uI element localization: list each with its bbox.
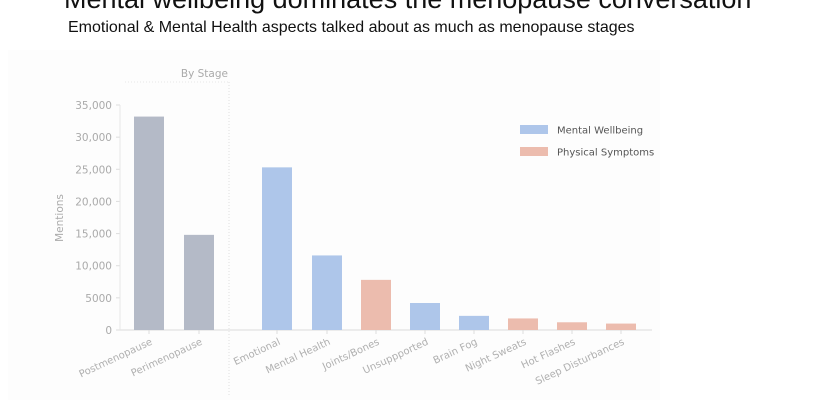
x-tick-label: Sleep Disturbances <box>534 337 626 388</box>
y-tick-label: 25,000 <box>75 164 112 176</box>
y-tick-label: 20,000 <box>75 196 112 208</box>
bar-unsuppported <box>410 303 440 330</box>
y-tick-label: 35,000 <box>75 100 112 112</box>
group-label: By Stage <box>181 68 228 80</box>
legend-label: Physical Symptoms <box>557 148 654 159</box>
chart-panel <box>8 50 660 400</box>
legend-swatch <box>520 147 548 156</box>
bar-emotional <box>262 167 292 330</box>
bar-joints-bones <box>361 279 391 330</box>
bar-night-sweats <box>508 318 538 330</box>
y-tick-label: 15,000 <box>75 229 112 241</box>
chart-title: Mental wellbeing dominates the menopause… <box>64 0 751 15</box>
bar-postmenopause <box>134 116 164 330</box>
y-tick-label: 30,000 <box>75 132 112 144</box>
legend-swatch <box>520 125 548 134</box>
bar-brain-fog <box>459 315 489 330</box>
y-axis-label: Mentions <box>54 194 66 242</box>
y-tick-label: 0 <box>105 325 112 337</box>
y-tick-label: 10,000 <box>75 261 112 273</box>
legend-label: Mental Wellbeing <box>557 126 643 137</box>
bar-mental-health <box>312 255 342 330</box>
bar-hot-flashes <box>557 322 587 330</box>
bar-perimenopause <box>184 234 214 330</box>
y-tick-label: 5000 <box>85 293 112 305</box>
bar-sleep-disturbances <box>606 323 636 330</box>
chart-subtitle: Emotional & Mental Health aspects talked… <box>68 19 635 36</box>
